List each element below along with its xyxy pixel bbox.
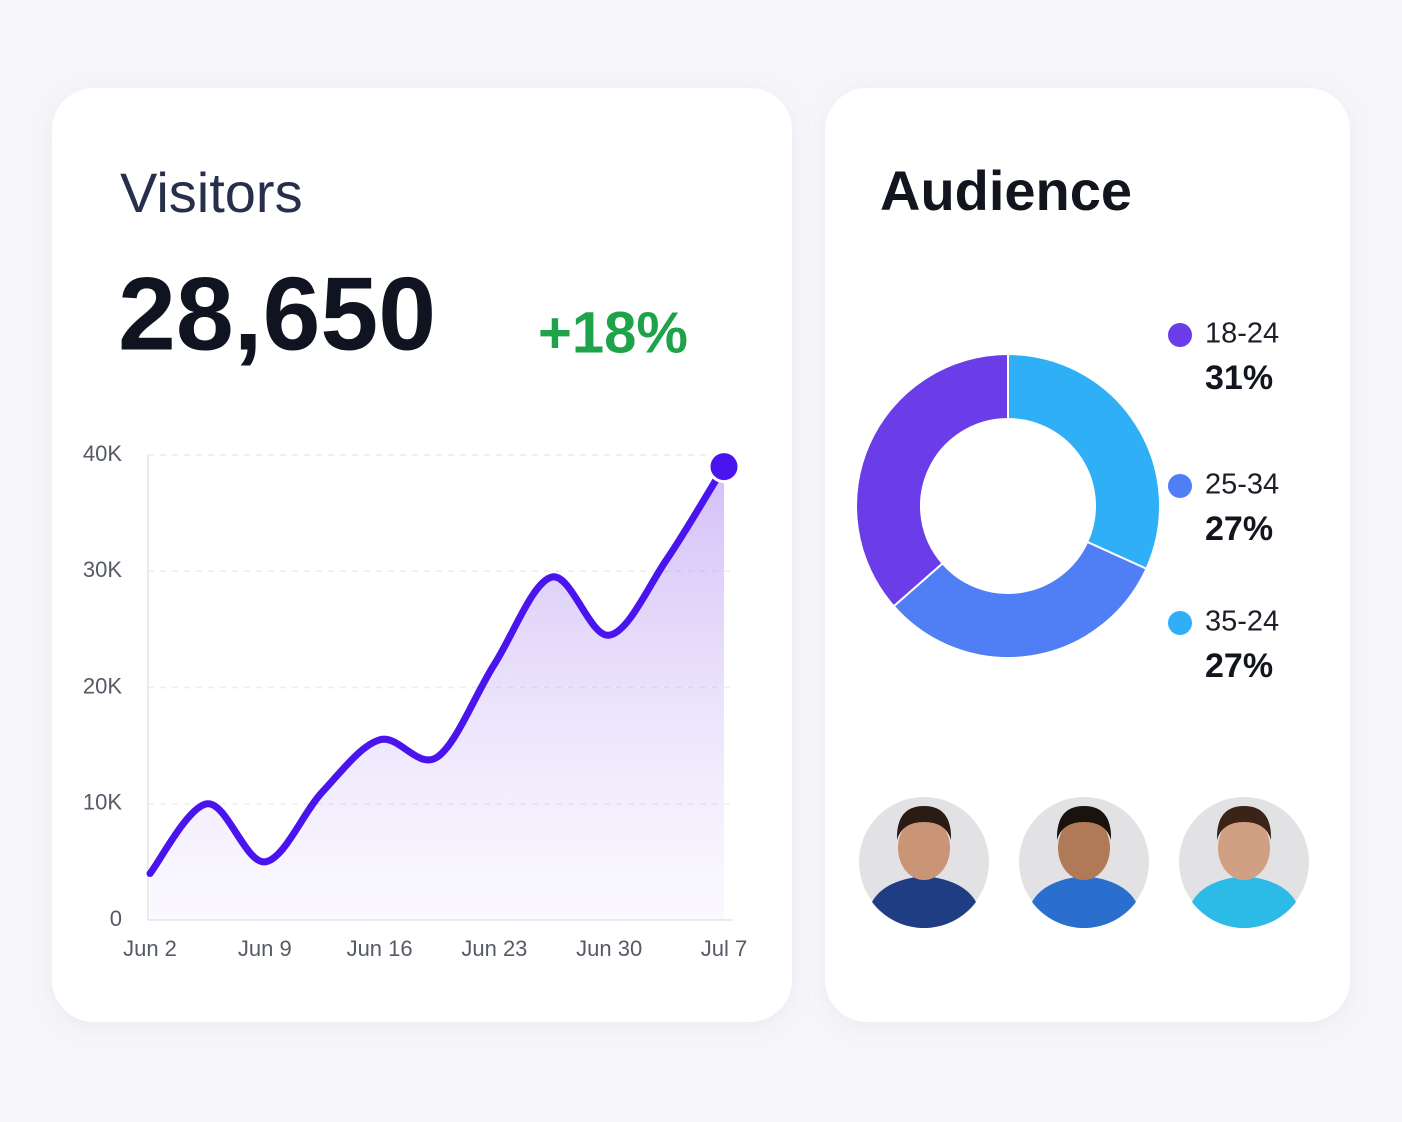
avatar (859, 797, 989, 928)
legend-dot (1168, 611, 1192, 635)
y-tick-label: 30K (83, 557, 122, 582)
avatars (859, 797, 1309, 928)
donut-slice (1007, 352, 1161, 571)
y-tick-label: 0 (110, 906, 122, 931)
end-point (707, 450, 741, 484)
headline-number: 28,650 (118, 256, 436, 372)
y-tick-label: 20K (83, 673, 122, 698)
donut-slice (855, 352, 1009, 608)
area (150, 466, 724, 920)
legend-label: 35-24 (1205, 606, 1279, 638)
x-tick-label: Jun 23 (461, 936, 527, 961)
legend-label: 25-34 (1205, 469, 1279, 501)
change-badge: +18% (538, 300, 688, 365)
line (146, 463, 728, 877)
avatar (1179, 797, 1309, 928)
x-tick-label: Jun 9 (238, 936, 292, 961)
card-title: Visitors (120, 161, 303, 224)
x-tick-label: Jun 30 (576, 936, 642, 961)
legend-dot (1168, 474, 1192, 498)
card-title: Audience (880, 159, 1132, 222)
y-tick-label: 40K (83, 441, 122, 466)
x-tick-label: Jun 16 (347, 936, 413, 961)
legend-value: 31% (1205, 359, 1273, 397)
x-tick-label: Jun 2 (123, 936, 177, 961)
legend-label: 18-24 (1205, 318, 1279, 350)
legend-value: 27% (1205, 647, 1273, 685)
legend-dot (1168, 323, 1192, 347)
donut-slice (892, 540, 1148, 659)
legend-value: 27% (1205, 510, 1273, 548)
x-tick-label: Jul 7 (701, 936, 747, 961)
y-tick-label: 10K (83, 790, 122, 815)
avatar (1019, 797, 1149, 928)
